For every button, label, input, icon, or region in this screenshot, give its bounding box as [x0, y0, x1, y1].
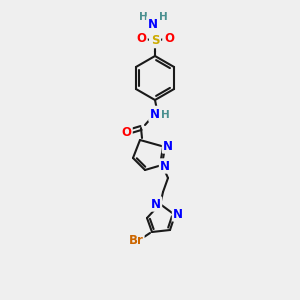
Text: H: H	[160, 110, 169, 120]
Text: N: N	[173, 208, 183, 220]
Text: O: O	[136, 32, 146, 44]
Text: H: H	[159, 12, 167, 22]
Text: H: H	[139, 12, 147, 22]
Text: N: N	[151, 197, 161, 211]
Text: Br: Br	[129, 233, 143, 247]
Text: O: O	[164, 32, 174, 44]
Text: N: N	[160, 160, 170, 172]
Text: N: N	[163, 140, 173, 152]
Text: S: S	[151, 34, 159, 46]
Text: N: N	[150, 107, 160, 121]
Text: N: N	[148, 17, 158, 31]
Text: O: O	[121, 125, 131, 139]
